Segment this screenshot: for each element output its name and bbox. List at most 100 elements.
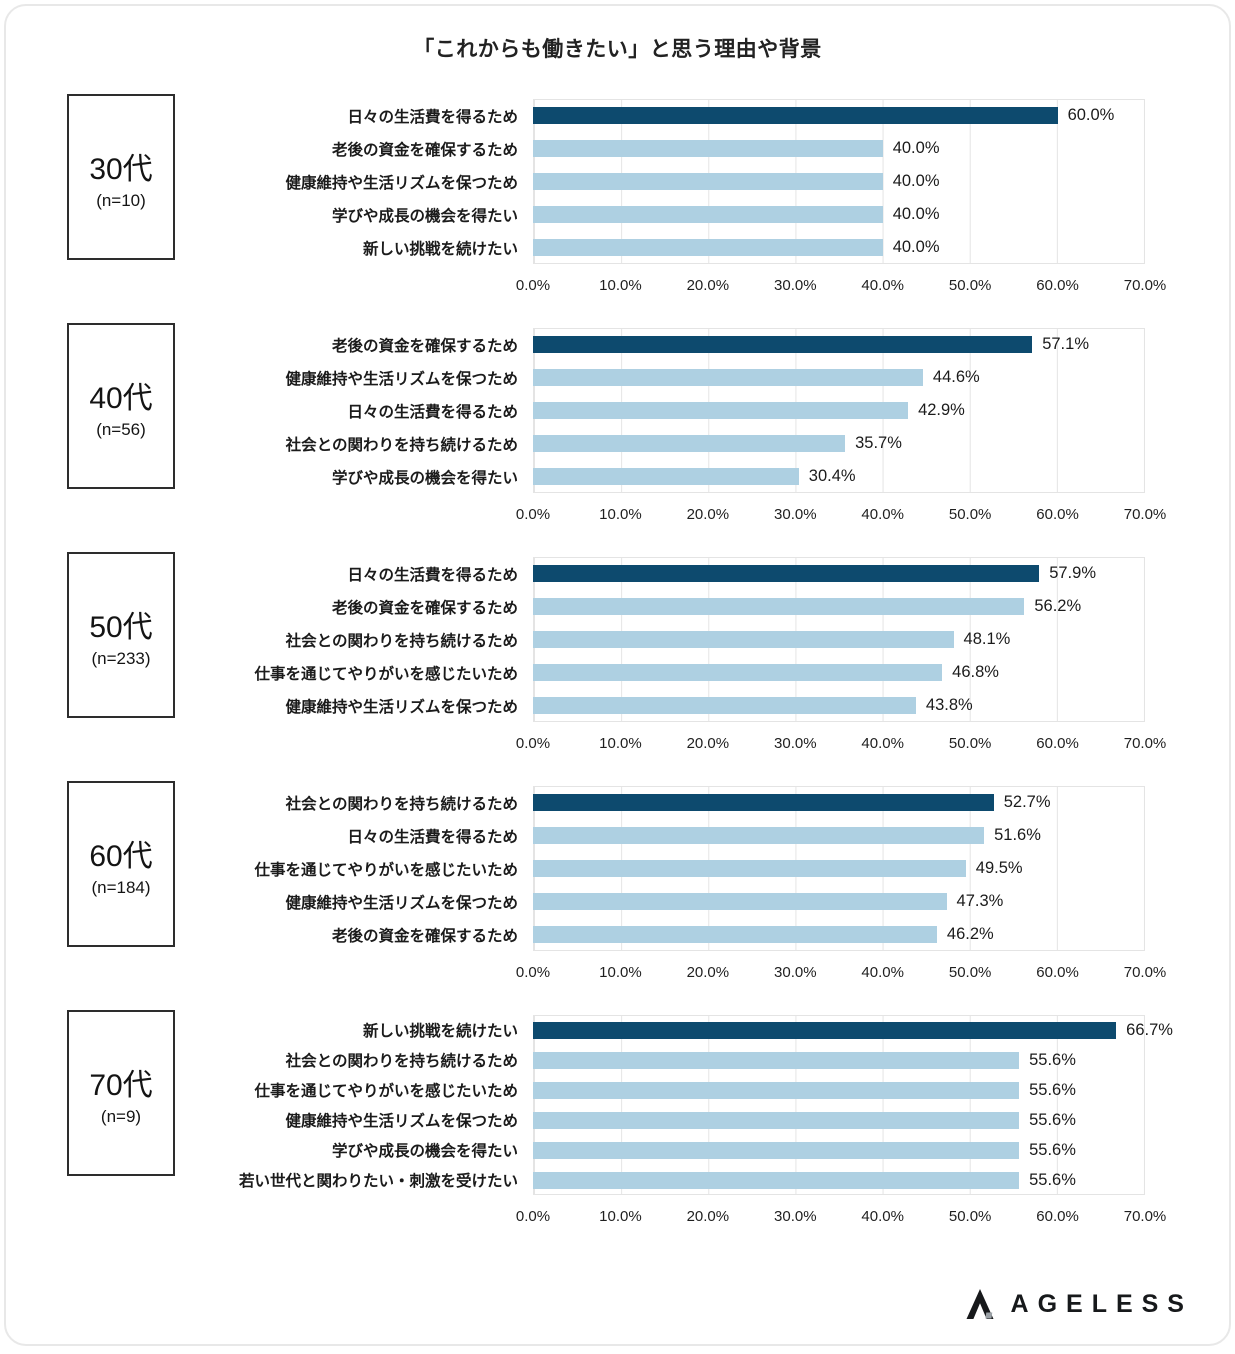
category-label: 学びや成長の機会を得たい: [331, 469, 518, 487]
bar-row: 健康維持や生活リズムを保つため 43.8%: [175, 689, 1145, 722]
x-axis: 0.0% 10.0% 20.0% 30.0% 40.0% 50.0% 60.0% 70.0%: [516, 722, 1166, 757]
sample-size-label: (n=9): [100, 1106, 142, 1126]
age-group-label: 70代: [89, 1068, 153, 1102]
bar-row: 社会との関わりを持ち続けるため 48.1%: [175, 623, 1145, 656]
axis-tick-label: 40.0%: [861, 506, 904, 523]
brand-name: AGELESS: [1010, 1289, 1193, 1318]
bar-row: 老後の資金を確保するため 56.2%: [175, 590, 1145, 623]
brand-logo: AGELESS: [962, 1286, 1193, 1322]
category-label: 日々の生活費を得るため: [347, 108, 518, 126]
axis-tick-label: 60.0%: [1036, 277, 1079, 294]
bar-track: 42.9%: [533, 401, 1145, 420]
category-label: 健康維持や生活リズムを保つため: [285, 698, 518, 716]
age-group-chart: 60代 (n=184) 社会との関わりを持ち続けるため 52.7% 日々の生活費…: [67, 781, 1229, 986]
bar-row: 健康維持や生活リズムを保つため 44.6%: [175, 361, 1145, 394]
age-group-box: 40代 (n=56): [67, 323, 175, 489]
axis-tick-label: 30.0%: [774, 277, 817, 294]
bar: [533, 435, 846, 452]
sample-size-label: (n=233): [91, 648, 151, 668]
report-card: 「これからも働きたい」と思う理由や背景 30代 (n=10) 日々の生活費を得る…: [4, 4, 1231, 1346]
axis-tick-label: 10.0%: [599, 506, 642, 523]
axis-tick-label: 70.0%: [1123, 735, 1167, 752]
bar: [533, 827, 985, 844]
axis-tick-label: 20.0%: [686, 735, 730, 752]
bar-track: 46.2%: [533, 925, 1145, 944]
axis-tick-label: 60.0%: [1036, 1208, 1079, 1225]
bar-track: 51.6%: [533, 826, 1145, 845]
bar: [533, 107, 1058, 124]
axis-tick-label: 20.0%: [686, 506, 730, 523]
axis-tick-label: 0.0%: [515, 964, 551, 981]
category-label: 新しい挑戦を続けたい: [362, 240, 518, 258]
category-label: 学びや成長の機会を得たい: [331, 207, 518, 225]
age-group-chart: 50代 (n=233) 日々の生活費を得るため 57.9% 老後の資金を確保する…: [67, 552, 1229, 757]
bar-row: 社会との関わりを持ち続けるため 52.7%: [175, 786, 1145, 819]
axis-tick-label: 10.0%: [599, 1208, 642, 1225]
category-label: 仕事を通じてやりがいを感じたいため: [254, 665, 518, 683]
sample-size-label: (n=10): [96, 190, 146, 210]
category-label: 健康維持や生活リズムを保つため: [285, 174, 518, 192]
axis-tick-label: 50.0%: [948, 277, 992, 294]
axis-tick-label: 60.0%: [1036, 735, 1079, 752]
age-group-box: 60代 (n=184): [67, 781, 175, 947]
value-label: 46.2%: [946, 925, 994, 943]
bar-row: 新しい挑戦を続けたい 40.0%: [175, 231, 1145, 264]
bar: [533, 664, 943, 681]
age-group-label: 30代: [89, 152, 153, 186]
footer: AGELESS: [962, 1286, 1193, 1322]
axis-tick-label: 40.0%: [861, 735, 904, 752]
age-group-chart: 40代 (n=56) 老後の資金を確保するため 57.1% 健康維持や生活リズム…: [67, 323, 1229, 528]
bar-row: 仕事を通じてやりがいを感じたいため 55.6%: [175, 1075, 1145, 1105]
bar-row: 日々の生活費を得るため 42.9%: [175, 394, 1145, 427]
axis-tick-label: 50.0%: [948, 1208, 992, 1225]
value-label: 48.1%: [963, 630, 1011, 648]
axis-tick-label: 70.0%: [1123, 506, 1167, 523]
category-label: 老後の資金を確保するため: [331, 927, 518, 945]
axis-tick-label: 50.0%: [948, 964, 992, 981]
bar: [533, 1081, 1020, 1099]
bar-row: 仕事を通じてやりがいを感じたいため 46.8%: [175, 656, 1145, 689]
category-label: 社会との関わりを持ち続けるため: [285, 1053, 518, 1070]
bar-row: 社会との関わりを持ち続けるため 35.7%: [175, 427, 1145, 460]
x-axis: 0.0% 10.0% 20.0% 30.0% 40.0% 50.0% 60.0% 70.0%: [516, 1195, 1166, 1230]
value-label: 42.9%: [918, 401, 965, 419]
bar: [533, 697, 916, 714]
bar-track: 40.0%: [533, 139, 1145, 158]
value-label: 44.6%: [932, 368, 980, 386]
category-label: 日々の生活費を得るため: [347, 566, 518, 584]
bar-row: 社会との関わりを持ち続けるため 55.6%: [175, 1045, 1145, 1075]
value-label: 52.7%: [1003, 793, 1051, 811]
bar: [533, 1021, 1117, 1039]
bar: [533, 1051, 1020, 1069]
bar-row: 日々の生活費を得るため 57.9%: [175, 557, 1145, 590]
axis-tick-label: 50.0%: [948, 506, 992, 523]
bar-track: 55.6%: [533, 1171, 1145, 1190]
bar-track: 60.0%: [533, 106, 1145, 125]
axis-tick-label: 0.0%: [515, 506, 551, 523]
axis-tick-label: 70.0%: [1123, 277, 1167, 294]
bar-row: 学びや成長の機会を得たい 40.0%: [175, 198, 1145, 231]
axis-tick-label: 0.0%: [515, 277, 551, 294]
bar: [533, 239, 883, 256]
age-group-chart: 70代 (n=9) 新しい挑戦を続けたい 66.7% 社会との関わりを持ち続ける…: [67, 1010, 1229, 1230]
axis-tick-label: 10.0%: [599, 735, 642, 752]
bar-track: 48.1%: [533, 630, 1145, 649]
category-label: 健康維持や生活リズムを保つため: [285, 1113, 518, 1130]
bar-row: 学びや成長の機会を得たい 55.6%: [175, 1135, 1145, 1165]
axis-tick-label: 0.0%: [515, 735, 551, 752]
chart-body: 日々の生活費を得るため 57.9% 老後の資金を確保するため 56.2% 社会と…: [175, 557, 1166, 757]
axis-tick-label: 40.0%: [861, 964, 904, 981]
category-label: 健康維持や生活リズムを保つため: [285, 370, 518, 388]
axis-tick-label: 0.0%: [515, 1208, 551, 1225]
category-label: 学びや成長の機会を得たい: [331, 1143, 518, 1160]
axis-tick-label: 70.0%: [1123, 1208, 1167, 1225]
category-label: 社会との関わりを持ち続けるため: [285, 436, 518, 454]
value-label: 40.0%: [892, 238, 940, 256]
category-label: 健康維持や生活リズムを保つため: [285, 894, 518, 912]
bar-rows: 社会との関わりを持ち続けるため 52.7% 日々の生活費を得るため 51.6% …: [175, 786, 1145, 951]
bar-row: 日々の生活費を得るため 60.0%: [175, 99, 1145, 132]
axis-tick-label: 30.0%: [774, 735, 817, 752]
value-label: 55.6%: [1029, 1110, 1076, 1129]
bar: [533, 565, 1040, 582]
category-label: 仕事を通じてやりがいを感じたいため: [254, 1083, 518, 1100]
